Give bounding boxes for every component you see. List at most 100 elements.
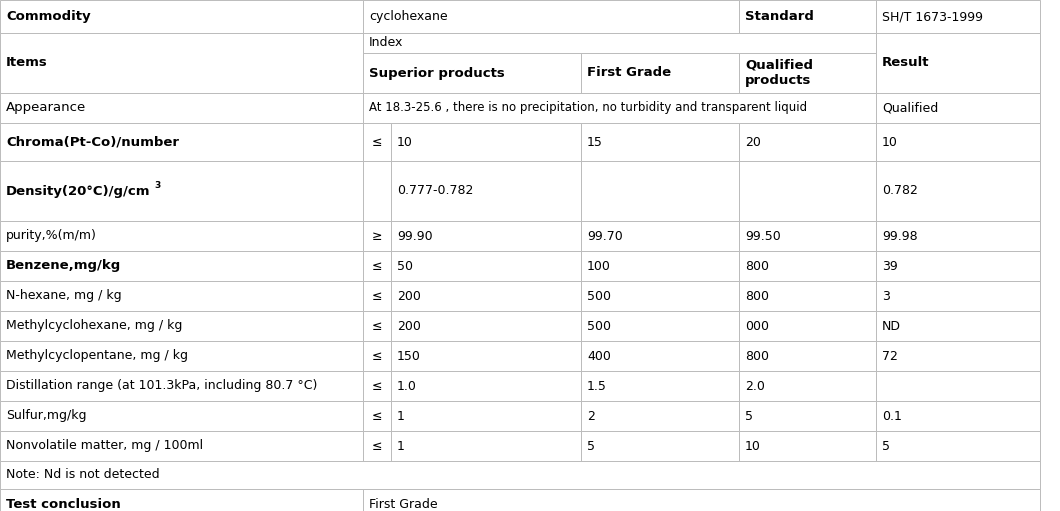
Bar [391, 221, 581, 251]
Text: Distillation range (at 101.3kPa, including 80.7 °C): Distillation range (at 101.3kPa, includi… [6, 380, 317, 392]
Bar [876, 401, 1040, 431]
Bar [0, 123, 363, 161]
Text: 500: 500 [587, 319, 611, 333]
Text: ≥: ≥ [372, 229, 383, 243]
Bar [876, 0, 1040, 33]
Bar [0, 431, 363, 461]
Text: ≤: ≤ [372, 290, 383, 303]
Text: Items: Items [6, 57, 48, 69]
Bar [581, 431, 739, 461]
Bar [391, 371, 581, 401]
Text: 400: 400 [587, 350, 611, 362]
Text: 500: 500 [587, 290, 611, 303]
Text: 3: 3 [882, 290, 890, 303]
Bar [391, 311, 581, 341]
Text: Methylcyclohexane, mg / kg: Methylcyclohexane, mg / kg [6, 319, 182, 333]
Text: 5: 5 [587, 439, 595, 453]
Text: ≤: ≤ [372, 319, 383, 333]
Bar [581, 251, 739, 281]
Text: 2.0: 2.0 [745, 380, 765, 392]
Bar [581, 53, 739, 93]
Text: 150: 150 [398, 350, 421, 362]
Bar [0, 93, 363, 123]
Bar [739, 221, 876, 251]
Text: 99.98: 99.98 [882, 229, 918, 243]
Bar [581, 161, 739, 221]
Text: Appearance: Appearance [6, 102, 86, 114]
Bar [739, 311, 876, 341]
Bar [363, 93, 876, 123]
Bar [363, 0, 739, 33]
Text: Density(20°C)/g/cm: Density(20°C)/g/cm [6, 184, 151, 197]
Bar [363, 431, 391, 461]
Bar [363, 123, 391, 161]
Text: Nonvolatile matter, mg / 100ml: Nonvolatile matter, mg / 100ml [6, 439, 204, 453]
Text: 5: 5 [745, 409, 753, 423]
Text: Methylcyclopentane, mg / kg: Methylcyclopentane, mg / kg [6, 350, 188, 362]
Text: Standard: Standard [745, 10, 814, 23]
Bar [876, 431, 1040, 461]
Bar [391, 341, 581, 371]
Bar [739, 401, 876, 431]
Text: 2: 2 [587, 409, 595, 423]
Text: ≤: ≤ [372, 409, 383, 423]
Text: 50: 50 [398, 260, 413, 272]
Bar [363, 53, 581, 93]
Bar [739, 251, 876, 281]
Text: 10: 10 [745, 439, 761, 453]
Text: 1: 1 [398, 439, 405, 453]
Text: ND: ND [882, 319, 901, 333]
Bar [0, 371, 363, 401]
Text: Index: Index [369, 36, 404, 50]
Text: 39: 39 [882, 260, 898, 272]
Text: Commodity: Commodity [6, 10, 90, 23]
Bar [0, 33, 363, 93]
Text: 72: 72 [882, 350, 898, 362]
Bar [391, 161, 581, 221]
Bar [391, 401, 581, 431]
Bar [363, 161, 391, 221]
Bar [363, 341, 391, 371]
Text: 1.5: 1.5 [587, 380, 607, 392]
Bar [0, 311, 363, 341]
Bar [363, 371, 391, 401]
Bar [581, 341, 739, 371]
Bar [363, 401, 391, 431]
Bar [0, 489, 363, 511]
Bar [0, 401, 363, 431]
Text: ≤: ≤ [372, 439, 383, 453]
Bar [0, 341, 363, 371]
Text: Chroma(Pt-Co)/number: Chroma(Pt-Co)/number [6, 135, 179, 149]
Bar [581, 281, 739, 311]
Text: Benzene,mg/kg: Benzene,mg/kg [6, 260, 121, 272]
Text: ≤: ≤ [372, 135, 383, 149]
Bar [739, 0, 876, 33]
Text: 15: 15 [587, 135, 603, 149]
Text: 20: 20 [745, 135, 761, 149]
Text: 5: 5 [882, 439, 890, 453]
Text: 800: 800 [745, 260, 768, 272]
Bar [363, 251, 391, 281]
Text: 800: 800 [745, 350, 768, 362]
Text: Note: Nd is not detected: Note: Nd is not detected [6, 469, 160, 481]
Bar [876, 161, 1040, 221]
Bar [391, 431, 581, 461]
Text: 0.777-0.782: 0.777-0.782 [398, 184, 474, 197]
Bar [0, 161, 363, 221]
Text: purity,%(m/m): purity,%(m/m) [6, 229, 96, 243]
Text: SH/T 1673-1999: SH/T 1673-1999 [882, 10, 983, 23]
Text: Qualified: Qualified [882, 102, 938, 114]
Text: 000: 000 [745, 319, 768, 333]
Bar [876, 93, 1040, 123]
Text: 800: 800 [745, 290, 768, 303]
Text: 99.70: 99.70 [587, 229, 623, 243]
Bar [876, 123, 1040, 161]
Text: 3: 3 [154, 181, 160, 191]
Text: 10: 10 [882, 135, 898, 149]
Text: 1: 1 [398, 409, 405, 423]
Text: 99.90: 99.90 [398, 229, 432, 243]
Text: ≤: ≤ [372, 350, 383, 362]
Bar [876, 341, 1040, 371]
Bar [363, 489, 1040, 511]
Bar [0, 461, 1040, 489]
